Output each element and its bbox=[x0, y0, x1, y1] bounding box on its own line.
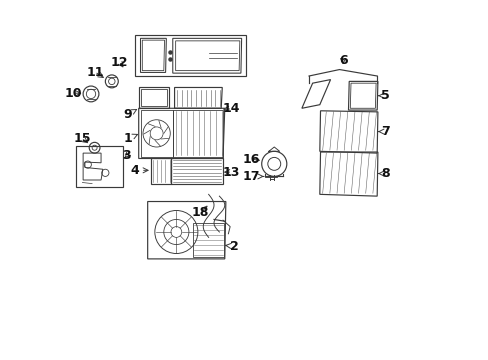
Text: 17: 17 bbox=[242, 170, 264, 183]
Text: 3: 3 bbox=[122, 149, 131, 162]
Text: 1: 1 bbox=[123, 132, 137, 145]
Text: 11: 11 bbox=[87, 66, 104, 79]
Text: 2: 2 bbox=[225, 240, 238, 253]
Text: 16: 16 bbox=[243, 153, 260, 166]
Bar bbox=[135, 35, 246, 76]
Text: 7: 7 bbox=[377, 125, 388, 138]
Text: 6: 6 bbox=[338, 54, 346, 67]
Text: 8: 8 bbox=[377, 167, 388, 180]
Text: 12: 12 bbox=[111, 56, 128, 69]
Text: 4: 4 bbox=[130, 164, 148, 177]
Text: 14: 14 bbox=[222, 103, 239, 116]
Text: 13: 13 bbox=[222, 166, 239, 179]
Text: 15: 15 bbox=[74, 132, 91, 145]
Text: 5: 5 bbox=[377, 89, 388, 102]
Text: 18: 18 bbox=[192, 206, 209, 220]
Bar bbox=[76, 146, 122, 187]
Text: 10: 10 bbox=[64, 87, 82, 100]
Text: 9: 9 bbox=[123, 108, 136, 121]
